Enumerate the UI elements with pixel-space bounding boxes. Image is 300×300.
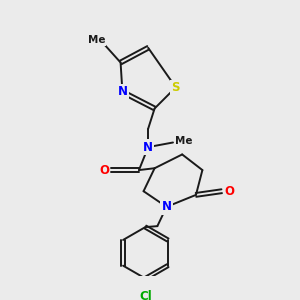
Text: Me: Me bbox=[175, 136, 193, 146]
Text: O: O bbox=[224, 185, 234, 198]
Text: O: O bbox=[99, 164, 109, 177]
Text: N: N bbox=[143, 141, 153, 154]
Text: N: N bbox=[161, 200, 172, 213]
Text: Me: Me bbox=[88, 35, 105, 45]
Text: Cl: Cl bbox=[139, 290, 152, 300]
Text: N: N bbox=[117, 85, 128, 98]
Text: S: S bbox=[172, 81, 180, 94]
